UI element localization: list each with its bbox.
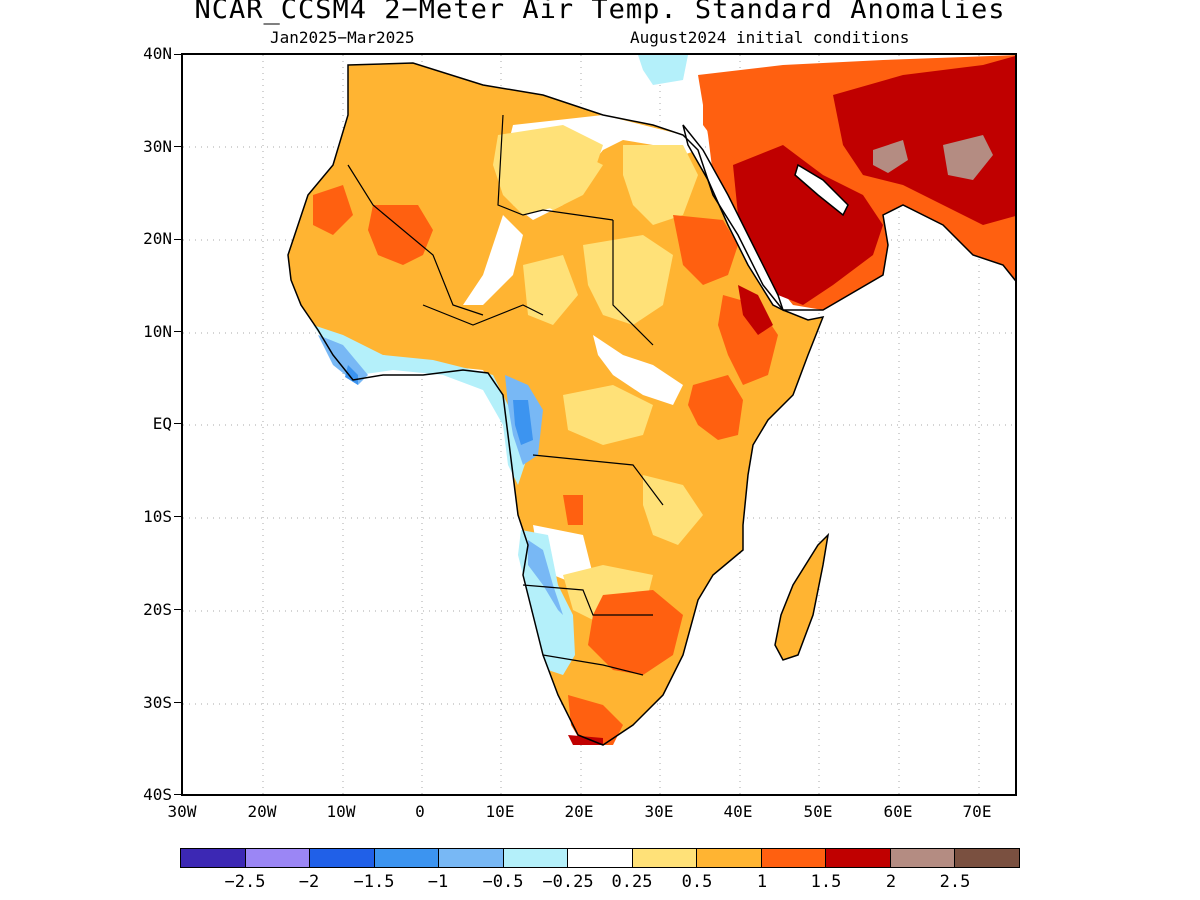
lon-label-10e: 10E [485,802,515,821]
colorbar-swatch [310,849,375,867]
lon-label-30e: 30E [644,802,674,821]
colorbar-swatch [181,849,246,867]
initial-conditions: August2024 initial conditions [630,28,910,47]
map-title: NCAR_CCSM4 2−Meter Air Temp. Standard An… [194,0,1006,25]
colorbar-swatch [761,849,827,867]
colorbar-swatch [245,849,311,867]
lat-label-eq: EQ [152,414,172,433]
lat-label-40n: 40N [143,44,172,63]
madagascar [775,535,828,660]
colorbar [180,848,1020,868]
colorbar-label: 2 [885,872,897,892]
colorbar-swatch [568,849,633,867]
lon-label-30w: 30W [167,802,197,821]
colorbar-label: −0.25 [542,872,594,892]
lat-label-10n: 10N [143,322,172,341]
colorbar-label: −2.5 [224,872,266,892]
lon-label-20w: 20W [247,802,277,821]
colorbar-label: 1 [756,872,768,892]
lon-label-40e: 40E [723,802,753,821]
lat-label-20s: 20S [143,600,172,619]
colorbar-label: 0.5 [681,872,713,892]
anomaly-map [183,55,1015,794]
lat-label-10s: 10S [143,507,172,526]
lon-label-10w: 10W [326,802,356,821]
forecast-period: Jan2025−Mar2025 [270,28,415,47]
colorbar-swatch [439,849,504,867]
colorbar-label: −1 [427,872,449,892]
lon-label-0: 0 [415,802,425,821]
map-plot-area [181,53,1017,796]
lon-label-60e: 60E [883,802,913,821]
colorbar-swatch [697,849,762,867]
colorbar-swatch [503,849,569,867]
colorbar-swatch [955,849,1019,867]
colorbar-label: −1.5 [353,872,395,892]
colorbar-label: 1.5 [810,872,842,892]
colorbar-swatch [374,849,440,867]
lat-label-40s: 40S [143,785,172,804]
colorbar-label: −2 [298,872,320,892]
colorbar-label: 0.25 [611,872,653,892]
lat-label-30s: 30S [143,693,172,712]
lat-label-30n: 30N [143,137,172,156]
lon-label-50e: 50E [803,802,833,821]
colorbar-swatch [890,849,956,867]
colorbar-label: 2.5 [939,872,971,892]
colorbar-swatch [632,849,698,867]
colorbar-label: −0.5 [482,872,524,892]
colorbar-swatch [826,849,891,867]
lat-label-20n: 20N [143,229,172,248]
lon-label-20e: 20E [564,802,594,821]
lon-label-70e: 70E [962,802,992,821]
